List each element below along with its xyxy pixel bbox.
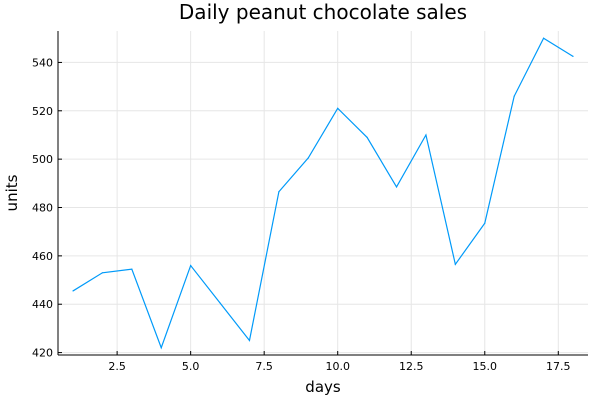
data-point [395, 186, 398, 188]
y-tick-label: 480 [32, 202, 53, 215]
data-point [484, 222, 486, 224]
y-tick-label: 520 [32, 105, 53, 118]
data-point [248, 339, 251, 342]
y-axis-label: units [3, 174, 21, 211]
x-axis-ticks: 2.5 5.0 7.5 10.0 12.5 15.0 17.5 [108, 351, 571, 373]
x-tick-label: 17.5 [546, 360, 571, 373]
series-layer [72, 37, 574, 350]
y-tick-label: 460 [32, 250, 53, 263]
chart-title: Daily peanut chocolate sales [179, 0, 467, 24]
series-line-0 [72, 37, 574, 350]
y-tick-label: 420 [32, 347, 53, 360]
grid [58, 31, 588, 355]
data-point [542, 37, 545, 39]
y-tick-label: 440 [32, 298, 53, 311]
x-tick-label: 5.0 [182, 360, 200, 373]
x-axis-label: days [305, 378, 341, 396]
data-point [160, 347, 162, 349]
data-point [454, 263, 456, 265]
axes-frame [57, 31, 588, 356]
data-point [513, 95, 515, 97]
data-point [425, 134, 427, 136]
data-point [101, 272, 104, 274]
y-tick-label: 540 [32, 56, 53, 69]
data-point [72, 290, 74, 292]
data-point [337, 107, 339, 109]
data-point [307, 157, 309, 159]
x-tick-label: 10.0 [325, 360, 350, 373]
data-point [278, 191, 280, 193]
data-point [190, 264, 192, 267]
x-tick-label: 12.5 [399, 360, 424, 373]
data-point [131, 268, 133, 270]
y-tick-label: 500 [32, 153, 53, 166]
y-axis-ticks: 420 440 460 480 500 520 540 [32, 56, 62, 360]
data-point [219, 302, 221, 304]
x-tick-label: 7.5 [255, 360, 273, 373]
x-tick-label: 2.5 [108, 360, 126, 373]
data-point [366, 136, 368, 138]
data-point [572, 55, 574, 57]
x-tick-label: 15.0 [473, 360, 498, 373]
